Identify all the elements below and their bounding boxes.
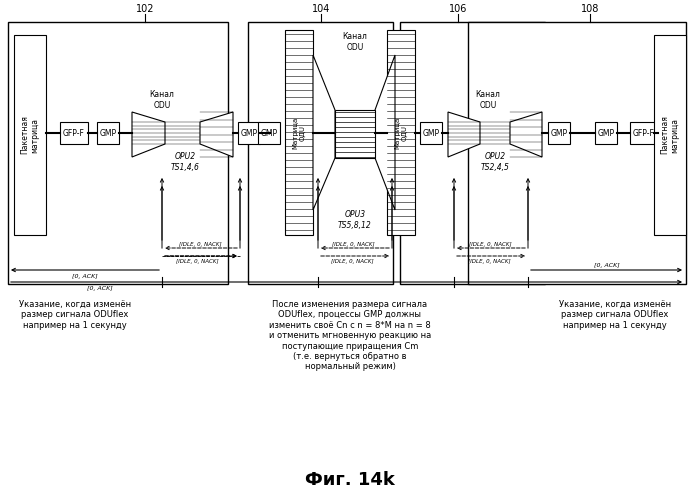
Text: 108: 108	[581, 4, 599, 14]
Polygon shape	[200, 112, 233, 157]
Text: OPU3
TS5,8,12: OPU3 TS5,8,12	[338, 210, 372, 230]
Text: OPU2
TS2,4,5: OPU2 TS2,4,5	[481, 152, 510, 172]
Text: [IDLE, 0, NACK]: [IDLE, 0, NACK]	[468, 258, 510, 263]
Bar	[400, 22, 545, 284]
Text: Указание, когда изменён
размер сигнала ODUflex
например на 1 секунду: Указание, когда изменён размер сигнала O…	[19, 300, 131, 330]
Bar	[97, 122, 119, 144]
Bar	[595, 122, 617, 144]
Bar	[8, 22, 228, 284]
Bar	[14, 35, 46, 235]
Bar	[387, 30, 415, 235]
Text: GMP: GMP	[240, 128, 257, 137]
Text: GMP: GMP	[422, 128, 440, 137]
Text: GFP-F: GFP-F	[63, 128, 85, 137]
Text: GMP: GMP	[99, 128, 117, 137]
Text: [IDLE, 0, NACK]: [IDLE, 0, NACK]	[469, 242, 511, 247]
Text: Пакетная
матрица: Пакетная матрица	[20, 116, 40, 154]
Text: [0, ACK]: [0, ACK]	[87, 285, 113, 290]
Text: Матрица
ОДU: Матрица ОДU	[394, 117, 408, 149]
Text: GMP: GMP	[550, 128, 568, 137]
Bar	[630, 122, 658, 144]
Text: Канал
ODU: Канал ODU	[343, 32, 368, 52]
Bar	[248, 22, 393, 284]
Polygon shape	[375, 55, 395, 210]
Text: [0, ACK]: [0, ACK]	[594, 262, 620, 267]
Text: [IDLE, 0, NACK]: [IDLE, 0, NACK]	[179, 242, 222, 247]
Text: Канал
ODU: Канал ODU	[475, 90, 500, 110]
Text: После изменения размера сигнала
ODUflex, процессы GMP должны
изменить своё Cn с : После изменения размера сигнала ODUflex,…	[269, 300, 431, 372]
Text: 106: 106	[449, 4, 467, 14]
Bar	[548, 122, 570, 144]
Polygon shape	[132, 112, 165, 157]
Text: GMP: GMP	[598, 128, 614, 137]
Text: [IDLE, 0, NACK]: [IDLE, 0, NACK]	[332, 242, 374, 247]
Text: Указание, когда изменён
размер сигнала ODUflex
например на 1 секунду: Указание, когда изменён размер сигнала O…	[559, 300, 671, 330]
Bar	[335, 110, 375, 158]
Text: [0, ACK]: [0, ACK]	[72, 273, 98, 278]
Text: 104: 104	[312, 4, 330, 14]
Text: OPU2
TS1,4,6: OPU2 TS1,4,6	[171, 152, 199, 172]
Bar	[258, 122, 280, 144]
Bar	[468, 22, 686, 284]
Text: 102: 102	[136, 4, 154, 14]
Polygon shape	[313, 55, 335, 210]
Text: GFP-F: GFP-F	[633, 128, 655, 137]
Text: Канал
ODU: Канал ODU	[150, 90, 175, 110]
Bar	[238, 122, 260, 144]
Bar	[285, 30, 313, 235]
Text: Фиг. 14k: Фиг. 14k	[305, 471, 395, 489]
Polygon shape	[448, 112, 480, 157]
Text: [IDLE, 0, NACK]: [IDLE, 0, NACK]	[175, 258, 218, 263]
Bar	[60, 122, 88, 144]
Text: [IDLE, 0, NACK]: [IDLE, 0, NACK]	[331, 258, 373, 263]
Text: GMP: GMP	[261, 128, 278, 137]
Text: Матрица
ОДU: Матрица ОДU	[292, 117, 305, 149]
Bar	[654, 35, 686, 235]
Text: Пакетная
матрица: Пакетная матрица	[661, 116, 679, 154]
Polygon shape	[510, 112, 542, 157]
Bar	[420, 122, 442, 144]
